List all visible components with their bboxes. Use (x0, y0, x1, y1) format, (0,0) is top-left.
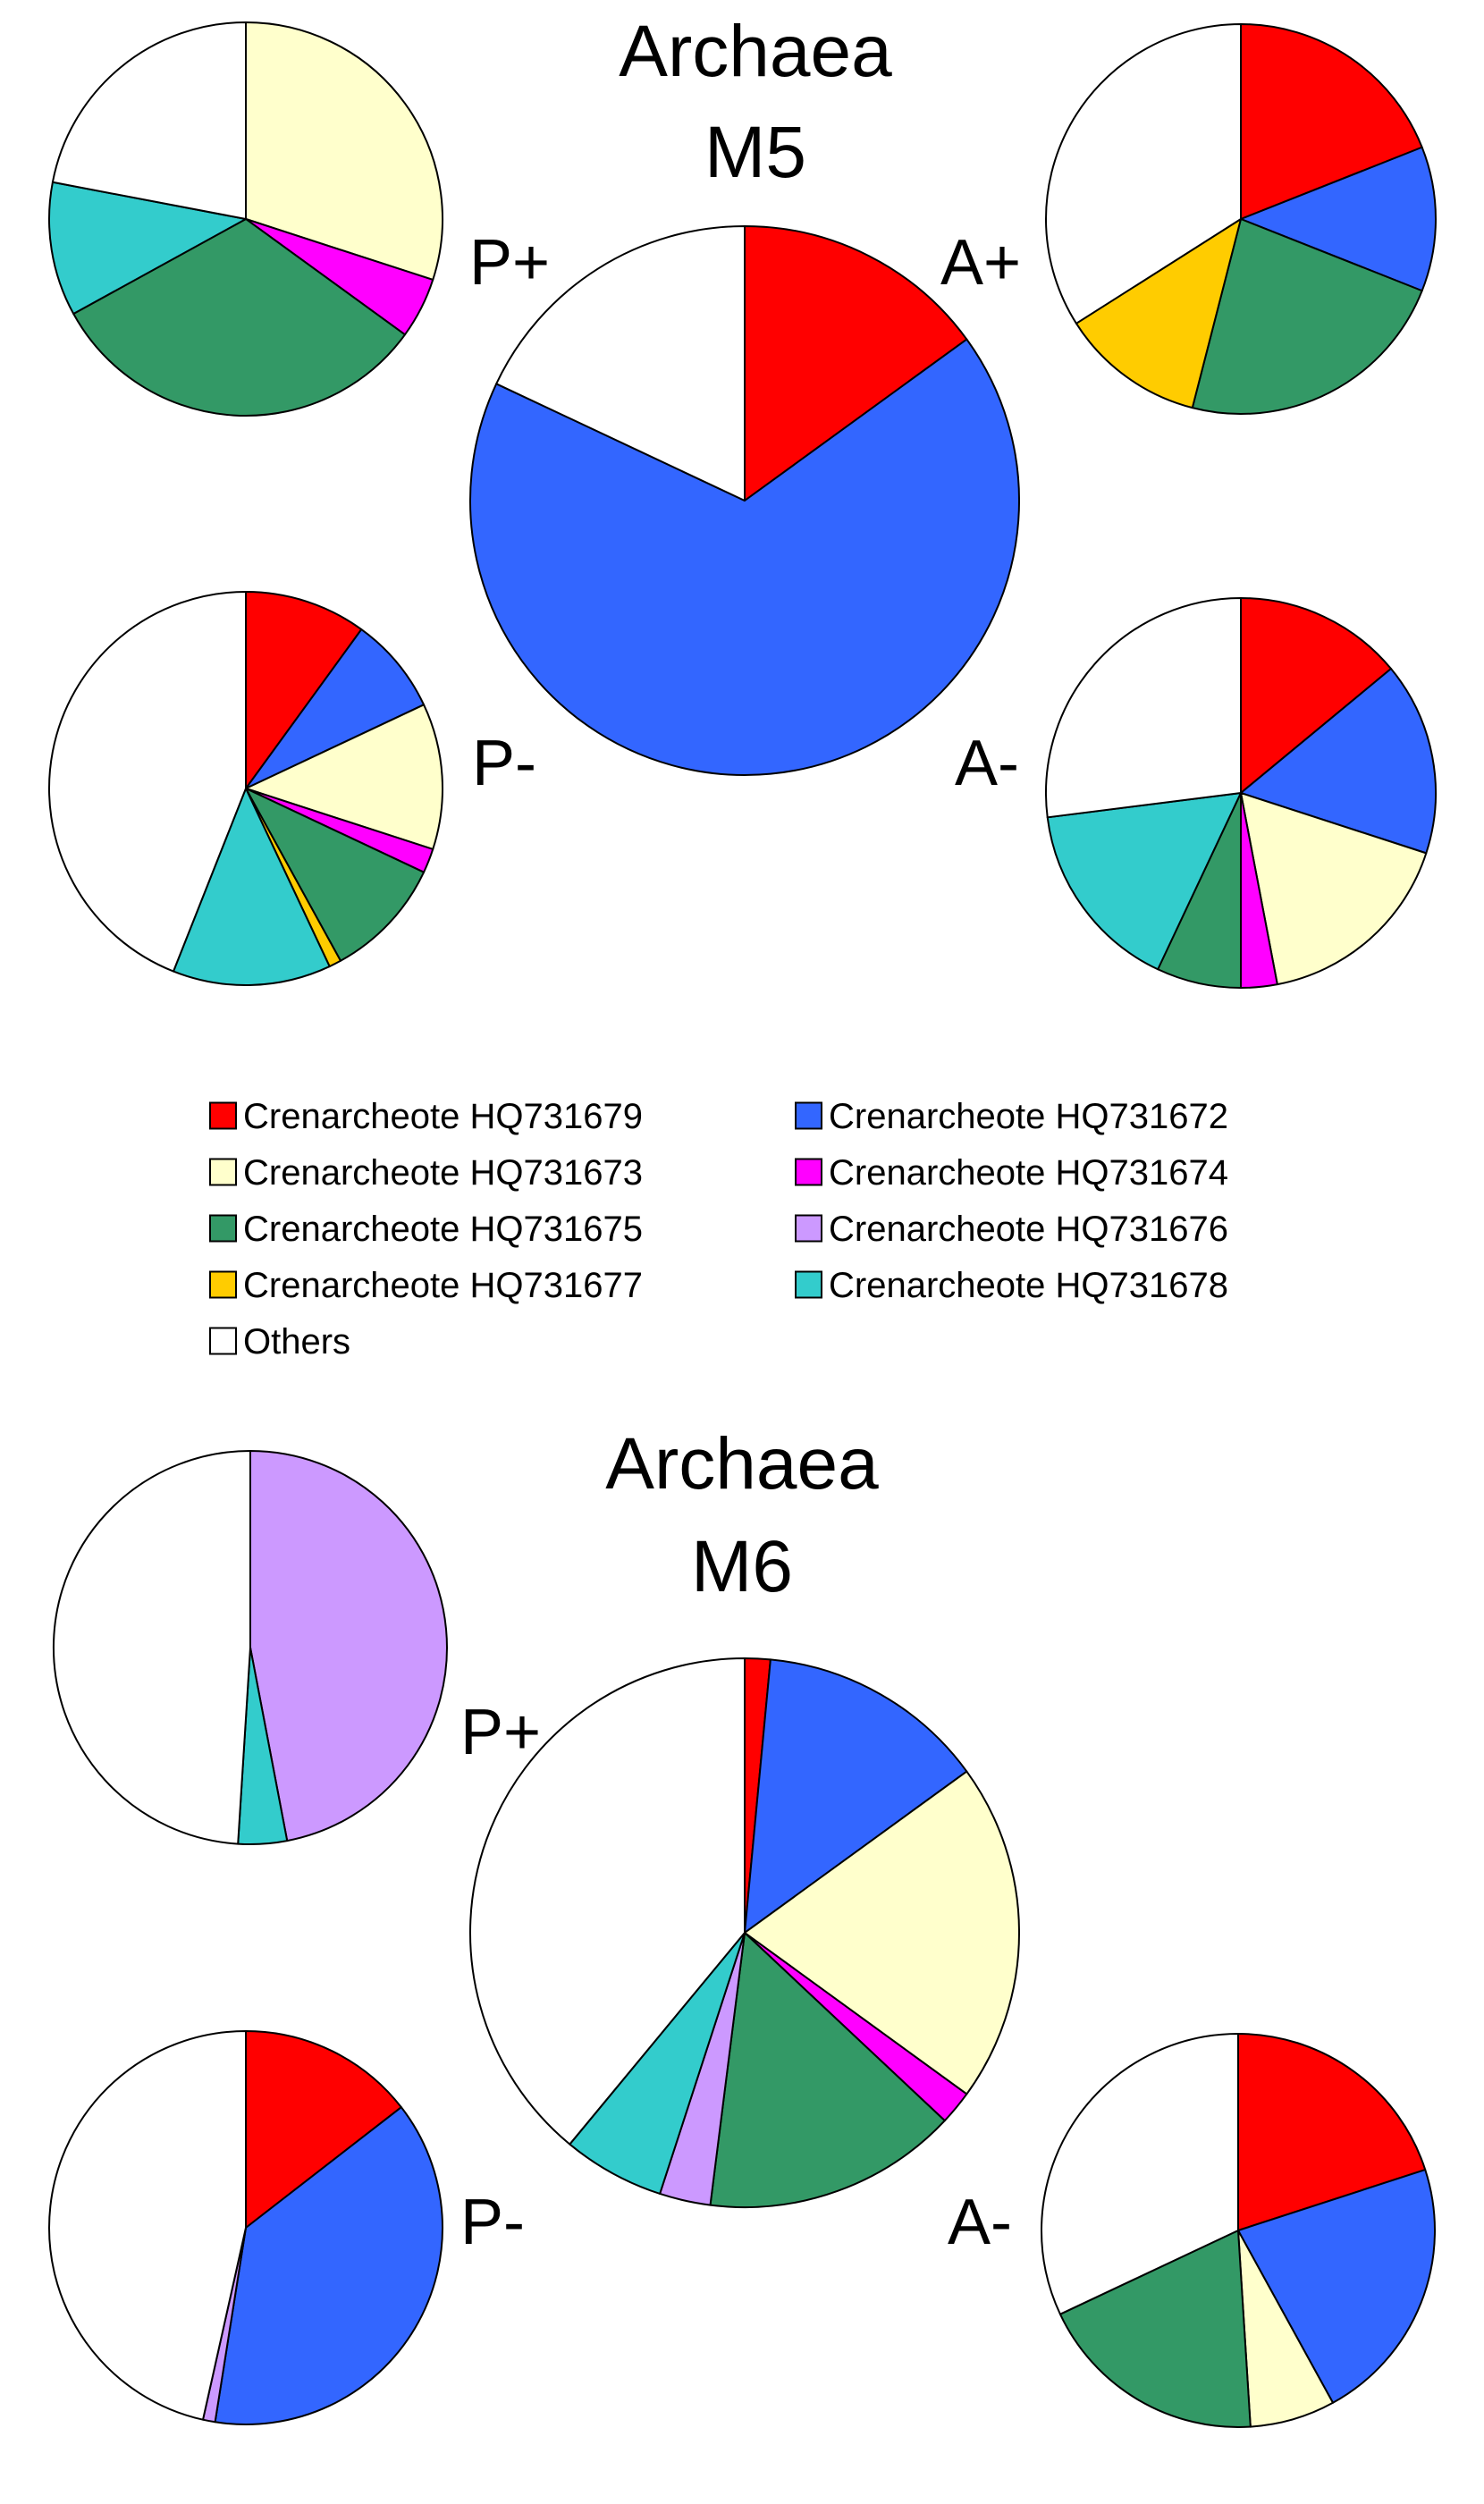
legend-label-hq731673: Crenarcheote HQ731673 (243, 1153, 643, 1193)
legend-swatch-hq731672 (795, 1101, 822, 1130)
legend-label-hq731676: Crenarcheote HQ731676 (829, 1210, 1228, 1249)
pie-slice-hq731672 (469, 338, 1020, 776)
legend: Crenarcheote HQ731679 Crenarcheote HQ7316… (209, 1097, 1228, 1362)
pie-label-m5-p-minus: P- (472, 728, 536, 799)
pie-label-m5-p-plus: P+ (469, 227, 550, 299)
legend-label-hq731678: Crenarcheote HQ731678 (829, 1266, 1228, 1305)
legend-label-hq731677: Crenarcheote HQ731677 (243, 1266, 643, 1305)
pie-slice-hq731679 (245, 2030, 402, 2229)
pie-slice-hq731678 (173, 788, 331, 986)
pie-slice-hq731672 (1237, 2169, 1436, 2404)
pie-slice-others (1045, 23, 1242, 325)
pie-slice-others (1041, 2033, 1239, 2315)
pie-slice-hq731677 (1075, 218, 1242, 409)
pie-slice-others (495, 225, 746, 502)
pie-slice-hq731679 (744, 225, 968, 502)
legend-swatch-hq731679 (209, 1101, 237, 1130)
pie-label-m5-a-plus: A+ (940, 227, 1021, 299)
legend-label-hq731672: Crenarcheote HQ731672 (829, 1097, 1228, 1136)
pie-slice-hq731679 (1237, 2033, 1427, 2231)
legend-swatch-hq731673 (209, 1158, 237, 1186)
pie-m6-bottom-right (1041, 2033, 1436, 2428)
pie-slice-others (51, 21, 247, 220)
pie-slice-others (469, 1657, 746, 2146)
pie-m5-bottom-left (48, 591, 443, 986)
pie-slice-hq731675 (245, 788, 426, 962)
pie-slice-hq731675 (1191, 218, 1423, 415)
pie-slice-hq731678 (1046, 792, 1242, 971)
pie-slice-hq731676 (249, 1450, 448, 1842)
pie-slice-hq731679 (1240, 23, 1423, 220)
pie-label-m6-p-plus: P+ (460, 1697, 541, 1768)
pie-m5-top-right (1045, 23, 1437, 415)
pie-slice-hq731679 (245, 591, 363, 789)
pie-slice-hq731673 (744, 1770, 1020, 2095)
pie-label-m6-p-minus: P- (460, 2187, 525, 2258)
pie-m5-top-left (48, 21, 443, 417)
pie-m5-bottom-right (1045, 597, 1437, 989)
pie-slice-others (48, 2030, 247, 2421)
legend-label-hq731679: Crenarcheote HQ731679 (243, 1097, 643, 1136)
pie-slice-others (48, 591, 247, 973)
panel-m6-title-line2: M6 (691, 1526, 793, 1607)
pie-slice-hq731672 (245, 628, 426, 789)
pie-m5-center (469, 225, 1020, 776)
pie-slice-hq731672 (1240, 668, 1437, 855)
pie-label-m5-a-minus: A- (955, 728, 1019, 799)
pie-slice-others (1045, 597, 1242, 819)
pie-slice-hq731675 (1058, 2230, 1252, 2428)
pie-m6-bottom-left (48, 2030, 443, 2425)
pie-label-m6-a-minus: A- (948, 2187, 1012, 2258)
legend-label-hq731674: Crenarcheote HQ731674 (829, 1153, 1228, 1193)
pie-slice-hq731675 (72, 218, 406, 417)
legend-swatch-hq731677 (209, 1270, 237, 1299)
pie-slice-hq731672 (1240, 146, 1437, 292)
legend-swatch-hq731675 (209, 1214, 237, 1243)
pie-slice-hq731673 (245, 21, 443, 281)
pie-slice-hq731672 (744, 1658, 968, 1934)
pie-m6-top-left (52, 1450, 448, 1845)
panel-m5-title-line1: Archaea (619, 11, 892, 92)
pie-slice-hq731678 (48, 181, 247, 315)
pie-slice-hq731679 (1240, 597, 1392, 794)
pie-slice-others (52, 1450, 251, 1845)
legend-label-hq731675: Crenarcheote HQ731675 (243, 1210, 643, 1249)
panel-m5-title-line2: M5 (704, 112, 806, 193)
pie-slice-hq731672 (214, 2106, 443, 2425)
legend-swatch-others (209, 1327, 237, 1355)
legend-swatch-hq731674 (795, 1158, 822, 1186)
panel-m6-title-line1: Archaea (605, 1423, 879, 1505)
legend-label-others: Others (243, 1322, 350, 1362)
legend-swatch-hq731676 (795, 1214, 822, 1243)
pie-m6-center (469, 1657, 1020, 2208)
pie-slice-hq731673 (245, 704, 443, 850)
pie-slice-hq731673 (1240, 792, 1428, 986)
pie-slice-hq731675 (709, 1932, 946, 2208)
legend-swatch-hq731678 (795, 1270, 822, 1299)
